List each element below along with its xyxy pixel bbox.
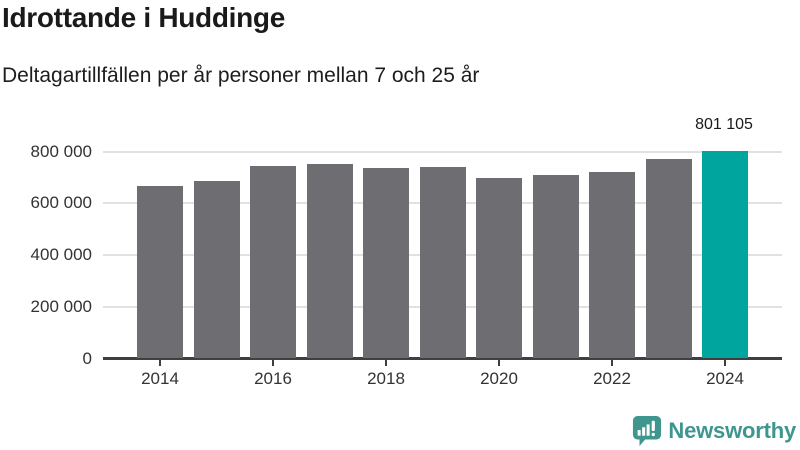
bar-2024 <box>702 151 748 359</box>
bar-2020 <box>476 178 522 359</box>
newsworthy-icon <box>632 415 662 447</box>
bar-2023 <box>645 159 692 359</box>
x-axis-tick <box>498 360 500 366</box>
bar-2022 <box>589 171 635 359</box>
x-axis-label: 2022 <box>593 369 631 388</box>
bar-2021 <box>532 175 579 359</box>
x-axis-tick <box>272 360 274 366</box>
bar-2018 <box>363 167 409 359</box>
newsworthy-brand-text: Newsworthy <box>668 418 796 443</box>
bar-2017 <box>306 163 353 359</box>
value-annotation: 801 105 <box>695 116 753 133</box>
x-axis-tick <box>159 360 161 366</box>
newsworthy-logo[interactable]: Newsworthy <box>632 415 796 447</box>
x-axis-label: 2014 <box>141 369 179 388</box>
chart-title: Idrottande i Huddinge <box>2 2 286 33</box>
x-axis-label: 2016 <box>254 369 292 388</box>
x-axis-line <box>103 357 782 360</box>
chart-subtitle: Deltagartillfällen per år personer mella… <box>2 64 480 87</box>
y-axis-label: 600 000 <box>30 193 92 213</box>
y-axis-label: 0 <box>82 348 92 368</box>
y-axis-label: 400 000 <box>30 245 92 264</box>
x-axis-tick <box>724 360 726 366</box>
x-axis-label: 2020 <box>480 369 518 388</box>
y-axis-label: 800 000 <box>30 141 92 161</box>
bar-2014 <box>137 185 183 359</box>
bar-2016 <box>250 165 296 359</box>
bar-2019 <box>419 166 466 359</box>
y-axis-label: 200 000 <box>30 296 92 316</box>
x-axis-label: 2024 <box>706 369 744 388</box>
gridline <box>103 150 782 153</box>
x-axis-tick <box>385 360 387 366</box>
bar-2015 <box>193 180 240 359</box>
x-axis-label: 2018 <box>367 369 405 388</box>
x-axis-tick <box>611 360 613 366</box>
